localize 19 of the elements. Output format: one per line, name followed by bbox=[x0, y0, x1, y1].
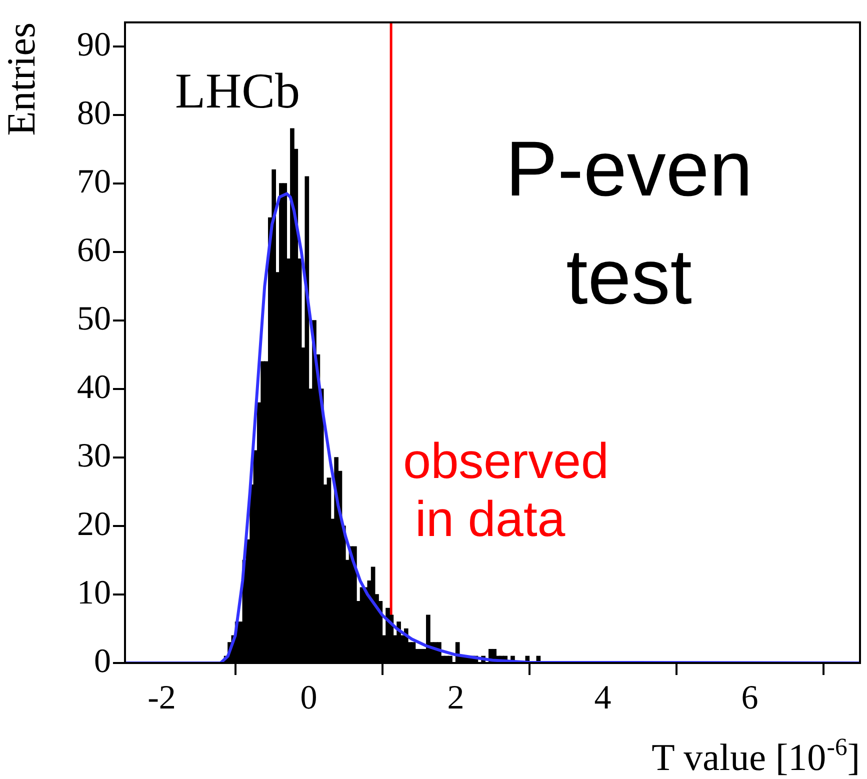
x-tick-label: 2 bbox=[447, 679, 464, 716]
x-tick-label: -2 bbox=[148, 679, 176, 716]
annotation: P-even test bbox=[505, 124, 753, 320]
y-tick-label: 90 bbox=[77, 26, 111, 64]
annotation: LHCb bbox=[175, 62, 300, 118]
y-tick-label: 70 bbox=[77, 163, 111, 200]
y-tick-label: 50 bbox=[77, 300, 111, 338]
x-tick-label: 4 bbox=[594, 679, 612, 716]
y-tick-label: 60 bbox=[77, 232, 111, 269]
y-tick-label: 40 bbox=[77, 368, 111, 406]
y-tick-label: 10 bbox=[77, 574, 111, 612]
y-axis-title: Entries bbox=[0, 22, 44, 136]
x-tick-label: 6 bbox=[741, 679, 758, 716]
y-tick-label: 30 bbox=[77, 437, 111, 474]
y-tick-label: 0 bbox=[94, 642, 111, 680]
ref-line-label: observed in data bbox=[403, 433, 609, 548]
y-tick-label: 20 bbox=[77, 506, 111, 543]
x-tick-label: 0 bbox=[300, 679, 318, 716]
y-tick-label: 80 bbox=[77, 94, 111, 132]
